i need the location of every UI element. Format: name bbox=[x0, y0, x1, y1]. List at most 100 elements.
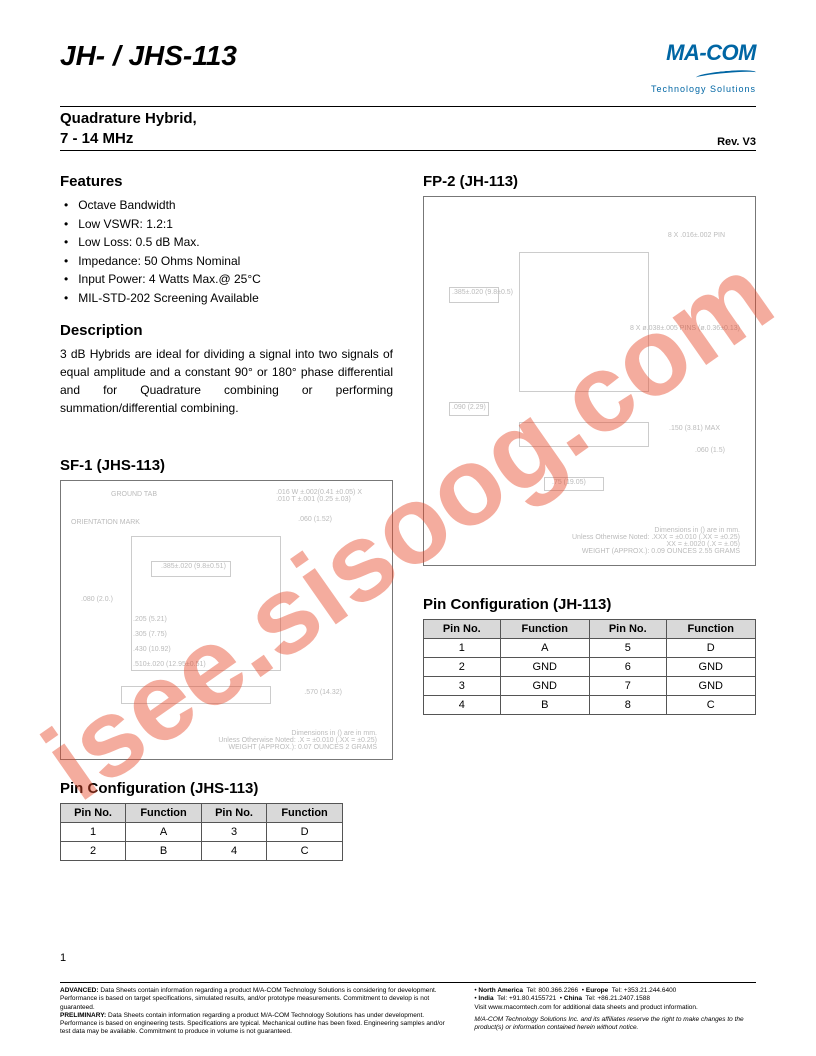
dw-dim: .305 (7.75) bbox=[133, 631, 167, 638]
logo-main-text: MA-COM bbox=[651, 40, 756, 66]
cell: 3 bbox=[202, 822, 267, 841]
dw-dim: .430 (10.92) bbox=[133, 646, 171, 653]
dw-note: XX = ±.0020 (.X = ±.05) bbox=[572, 541, 740, 548]
features-list: Octave Bandwidth Low VSWR: 1.2:1 Low Los… bbox=[60, 196, 393, 308]
feature-item: Octave Bandwidth bbox=[64, 196, 393, 215]
dw-note: WEIGHT (APPROX.): 0.07 OUNCES 2 GRAMS bbox=[218, 744, 377, 751]
header-row: JH- / JHS-113 MA-COM Technology Solution… bbox=[60, 40, 756, 94]
cell: B bbox=[500, 696, 589, 715]
dw-note: Dimensions in () are in mm. bbox=[572, 527, 740, 534]
subheader-bar: Quadrature Hybrid, 7 - 14 MHz Rev. V3 bbox=[60, 106, 756, 151]
sf1-drawing: GROUND TAB ORIENTATION MARK .016 W ±.002… bbox=[60, 480, 393, 760]
dw-note: WEIGHT (APPROX.): 0.09 OUNCES 2.55 GRAMS bbox=[572, 548, 740, 555]
feature-item: Low Loss: 0.5 dB Max. bbox=[64, 233, 393, 252]
col-header: Function bbox=[500, 620, 589, 639]
cell: 6 bbox=[589, 658, 666, 677]
cell: GND bbox=[666, 658, 755, 677]
contact-cn-tel: Tel: +86.21.2407.1588 bbox=[585, 995, 650, 1002]
feature-item: Impedance: 50 Ohms Nominal bbox=[64, 252, 393, 271]
logo-block: MA-COM Technology Solutions bbox=[651, 40, 756, 94]
dw-dim: .060 (1.52) bbox=[298, 516, 332, 523]
dw-dim: .060 (1.5) bbox=[695, 447, 725, 454]
dw-dim: .090 (2.29) bbox=[452, 404, 486, 411]
subheader-left: Quadrature Hybrid, 7 - 14 MHz bbox=[60, 109, 197, 148]
col-header: Pin No. bbox=[589, 620, 666, 639]
feature-item: MIL-STD-202 Screening Available bbox=[64, 289, 393, 308]
table-row: 2 B 4 C bbox=[61, 841, 343, 860]
dw-dim: .010 T ±.001 (0.25 ±.03) bbox=[276, 496, 362, 503]
cell: GND bbox=[500, 677, 589, 696]
cell: 2 bbox=[61, 841, 126, 860]
pin-jh113-table: Pin No. Function Pin No. Function 1 A 5 … bbox=[423, 619, 756, 715]
cell: A bbox=[500, 639, 589, 658]
page-number: 1 bbox=[60, 952, 66, 964]
cell: 2 bbox=[424, 658, 501, 677]
dw-dim: .205 (5.21) bbox=[133, 616, 167, 623]
feature-item: Low VSWR: 1.2:1 bbox=[64, 215, 393, 234]
dw-dim: .150 (3.81) MAX bbox=[669, 425, 720, 432]
cell: 5 bbox=[589, 639, 666, 658]
table-row: 1 A 3 D bbox=[61, 822, 343, 841]
table-row: 1 A 5 D bbox=[424, 639, 756, 658]
dw-note: Unless Otherwise Noted: .X = ±0.010 (.XX… bbox=[218, 737, 377, 744]
cell: 4 bbox=[202, 841, 267, 860]
dw-dim: 8 X .016±.002 PIN bbox=[668, 232, 725, 239]
col-header: Pin No. bbox=[61, 803, 126, 822]
col-header: Function bbox=[666, 620, 755, 639]
cell: C bbox=[267, 841, 343, 860]
dw-dim: .080 (2.0.) bbox=[81, 596, 113, 603]
dw-dim: .016 W ±.002(0.41 ±0.05) X bbox=[276, 489, 362, 496]
feature-item: Input Power: 4 Watts Max.@ 25°C bbox=[64, 270, 393, 289]
fp2-heading: FP-2 (JH-113) bbox=[423, 173, 756, 190]
footer-left: ADVANCED: Data Sheets contain informatio… bbox=[60, 987, 454, 1036]
footer-legal: M/A-COM Technology Solutions Inc. and it… bbox=[474, 1016, 756, 1032]
cell: D bbox=[666, 639, 755, 658]
contact-in-label: India bbox=[478, 995, 493, 1002]
contact-in-tel: Tel: +91.80.4155721 bbox=[497, 995, 556, 1002]
dw-note: Unless Otherwise Noted: .XXX = ±0.010 (.… bbox=[572, 534, 740, 541]
footer-visit: Visit www.macomtech.com for additional d… bbox=[474, 1004, 756, 1012]
description-body: 3 dB Hybrids are ideal for dividing a si… bbox=[60, 345, 393, 417]
cell: GND bbox=[666, 677, 755, 696]
pin-jhs113-heading: Pin Configuration (JHS-113) bbox=[60, 780, 393, 797]
footer-preliminary: Data Sheets contain information regardin… bbox=[60, 1012, 445, 1035]
col-header: Pin No. bbox=[424, 620, 501, 639]
part-title: JH- / JHS-113 bbox=[60, 40, 237, 72]
product-type: Quadrature Hybrid, bbox=[60, 109, 197, 129]
contact-eu-tel: Tel: +353.21.244.6400 bbox=[612, 987, 677, 994]
dw-dim: .385±.020 (9.8±0.5) bbox=[452, 289, 513, 296]
contact-na-tel: Tel: 800.366.2266 bbox=[526, 987, 578, 994]
cell: B bbox=[126, 841, 202, 860]
cell: 1 bbox=[61, 822, 126, 841]
dw-dim: 8 X ø.038±.005 PINS (ø.0.36±0.13) bbox=[630, 325, 740, 332]
cell: 1 bbox=[424, 639, 501, 658]
footer-right: • North America Tel: 800.366.2266 • Euro… bbox=[474, 987, 756, 1036]
dw-dim: .510±.020 (12.95±0.51) bbox=[133, 661, 206, 668]
table-row: 4 B 8 C bbox=[424, 696, 756, 715]
cell: 4 bbox=[424, 696, 501, 715]
revision-text: Rev. V3 bbox=[717, 136, 756, 148]
logo-swoosh-icon bbox=[696, 68, 756, 81]
table-row: 2 GND 6 GND bbox=[424, 658, 756, 677]
main-two-col: Features Octave Bandwidth Low VSWR: 1.2:… bbox=[60, 165, 756, 861]
col-header: Function bbox=[126, 803, 202, 822]
pin-jh113-heading: Pin Configuration (JH-113) bbox=[423, 596, 756, 613]
col-header: Function bbox=[267, 803, 343, 822]
cell: D bbox=[267, 822, 343, 841]
table-row: 3 GND 7 GND bbox=[424, 677, 756, 696]
contact-eu-label: Europe bbox=[586, 987, 608, 994]
fp2-drawing: 8 X .016±.002 PIN .385±.020 (9.8±0.5) 8 … bbox=[423, 196, 756, 566]
cell: C bbox=[666, 696, 755, 715]
cell: 8 bbox=[589, 696, 666, 715]
dw-label: GROUND TAB bbox=[111, 491, 157, 498]
dw-dim: .385±.020 (9.8±0.51) bbox=[161, 563, 226, 570]
left-column: Features Octave Bandwidth Low VSWR: 1.2:… bbox=[60, 165, 393, 861]
footer-advanced: Data Sheets contain information regardin… bbox=[60, 987, 437, 1010]
cell: 3 bbox=[424, 677, 501, 696]
contact-na-label: North America bbox=[478, 987, 523, 994]
cell: 7 bbox=[589, 677, 666, 696]
col-header: Pin No. bbox=[202, 803, 267, 822]
dw-dim: .570 (14.32) bbox=[304, 689, 342, 696]
dw-label: ORIENTATION MARK bbox=[71, 519, 140, 526]
cell: GND bbox=[500, 658, 589, 677]
